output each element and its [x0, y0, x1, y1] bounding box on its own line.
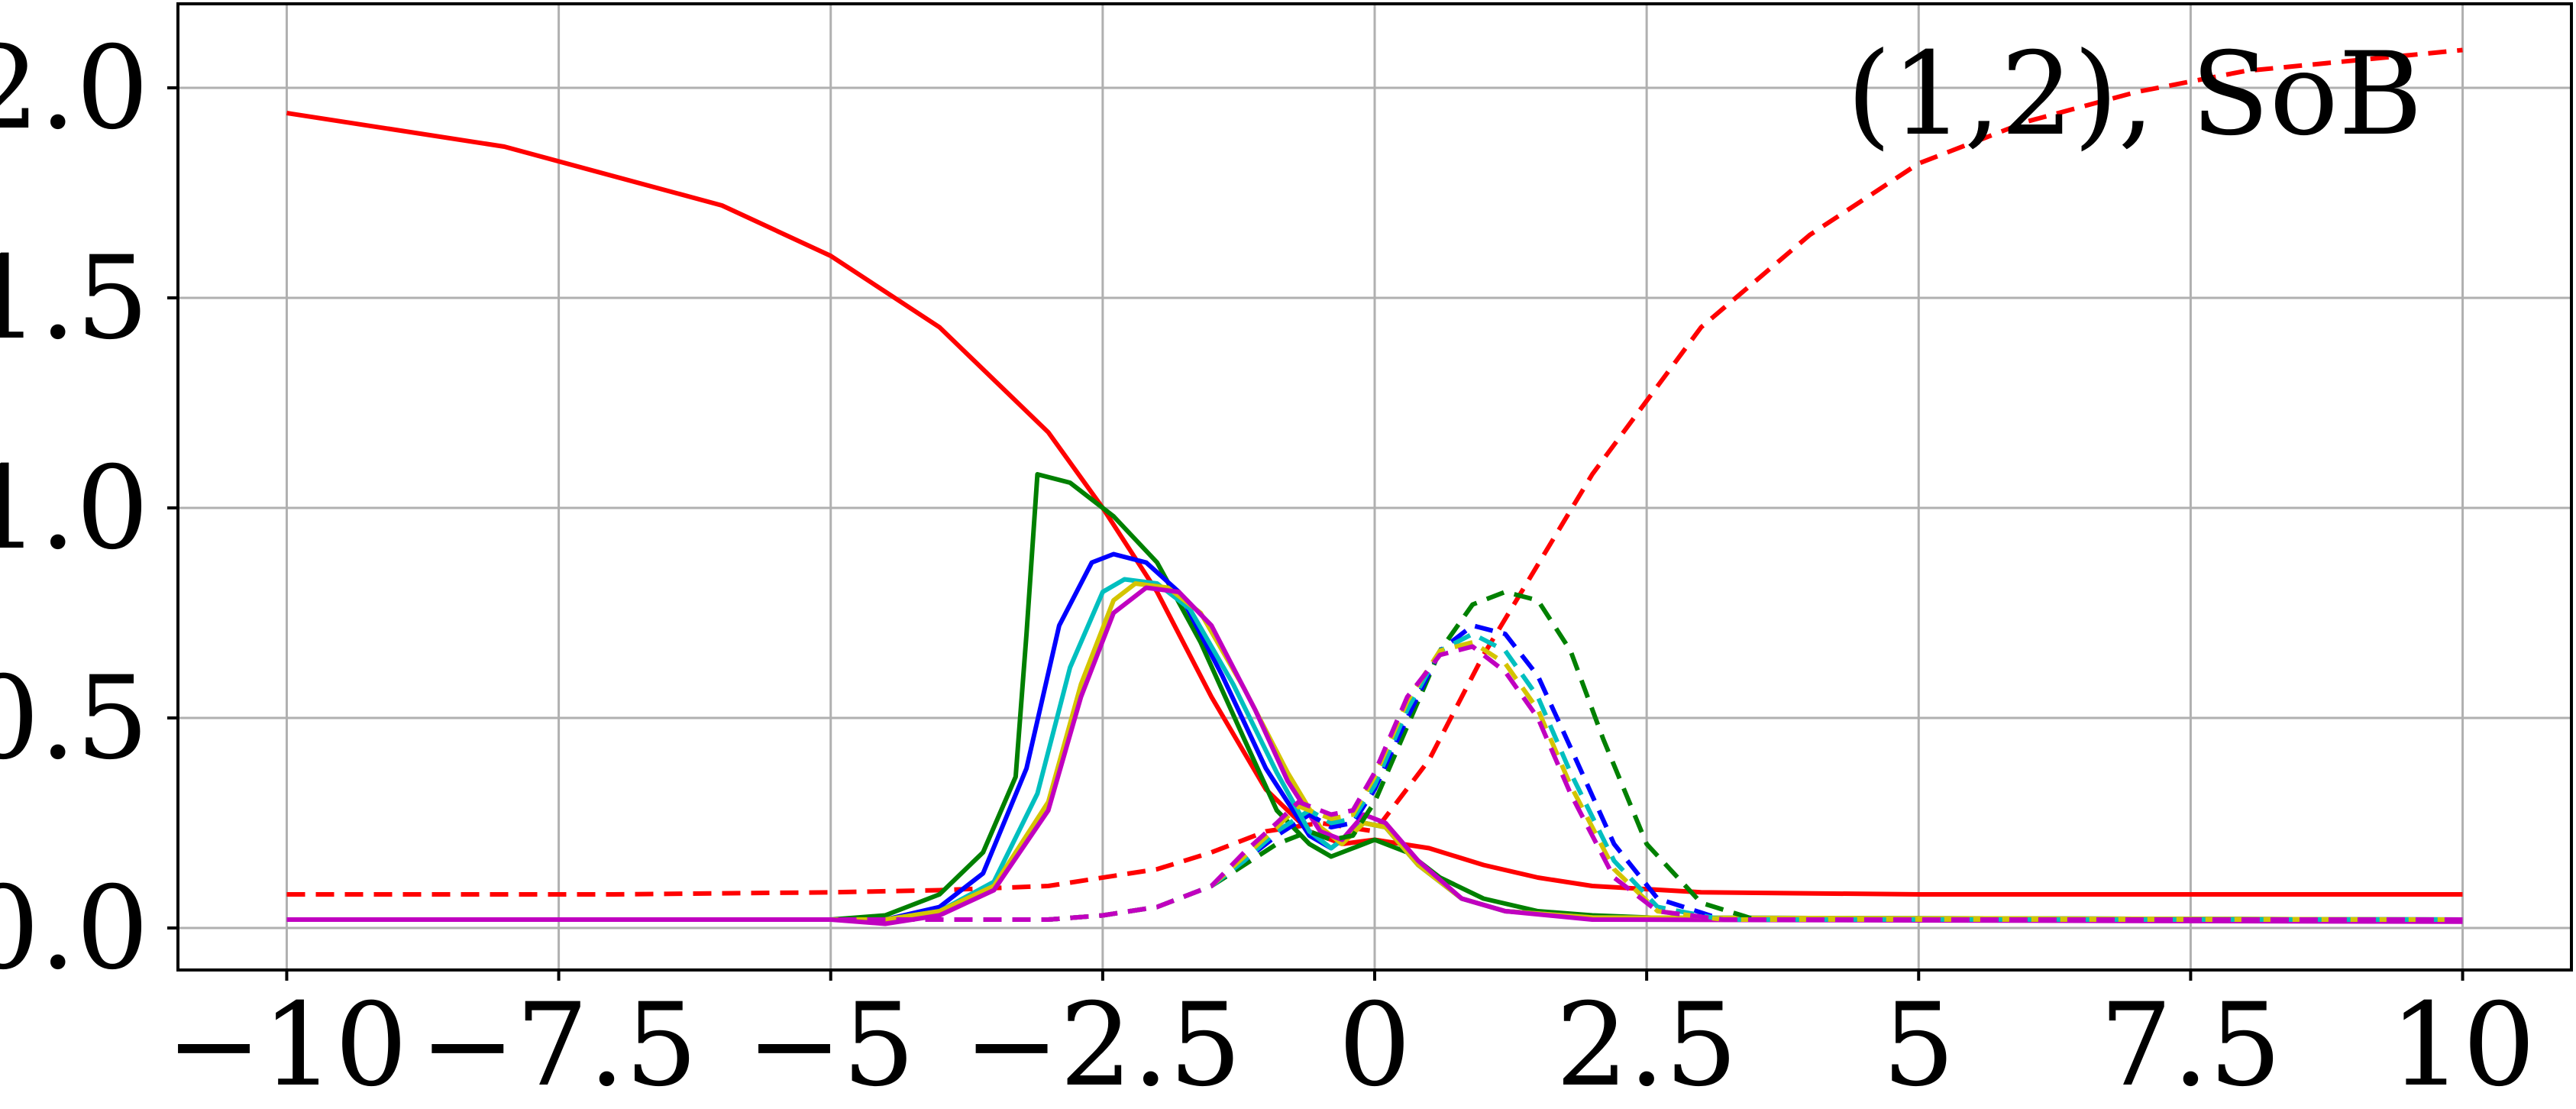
chart-annotation: (1,2), SoB: [1847, 28, 2422, 161]
x-tick-label: −2.5: [964, 979, 1242, 1109]
x-tick-label: 0: [1338, 979, 1411, 1109]
plot-series: [286, 47, 2463, 926]
series-line-1: [286, 47, 2463, 897]
x-tick-label: −5: [746, 979, 915, 1109]
x-tick-label: −10: [166, 979, 408, 1109]
x-ticks: −10 −7.5 −5 −2.5 0 2.5 5 7.5 10: [166, 970, 2536, 1109]
y-tick-label: 1.0: [0, 442, 149, 575]
y-grid: [178, 86, 2571, 930]
x-tick-label: −7.5: [419, 979, 697, 1109]
x-tick-label: 5: [1883, 979, 1955, 1109]
series-line-6: [286, 585, 2463, 926]
series-line-11: [286, 644, 2463, 922]
y-tick-label: 1.5: [0, 232, 149, 365]
y-tick-label: 0.0: [0, 862, 149, 995]
x-tick-label: 2.5: [1556, 979, 1738, 1109]
y-tick-label: 0.5: [0, 652, 149, 785]
x-grid: [285, 4, 2464, 970]
x-tick-label: 10: [2390, 979, 2536, 1109]
y-ticks: 0.0 0.5 1.0 1.5 2.0: [0, 22, 178, 995]
series-line-0: [286, 111, 2463, 897]
y-tick-label: 2.0: [0, 22, 149, 155]
x-tick-label: 7.5: [2099, 979, 2282, 1109]
series-line-2: [286, 472, 2463, 922]
